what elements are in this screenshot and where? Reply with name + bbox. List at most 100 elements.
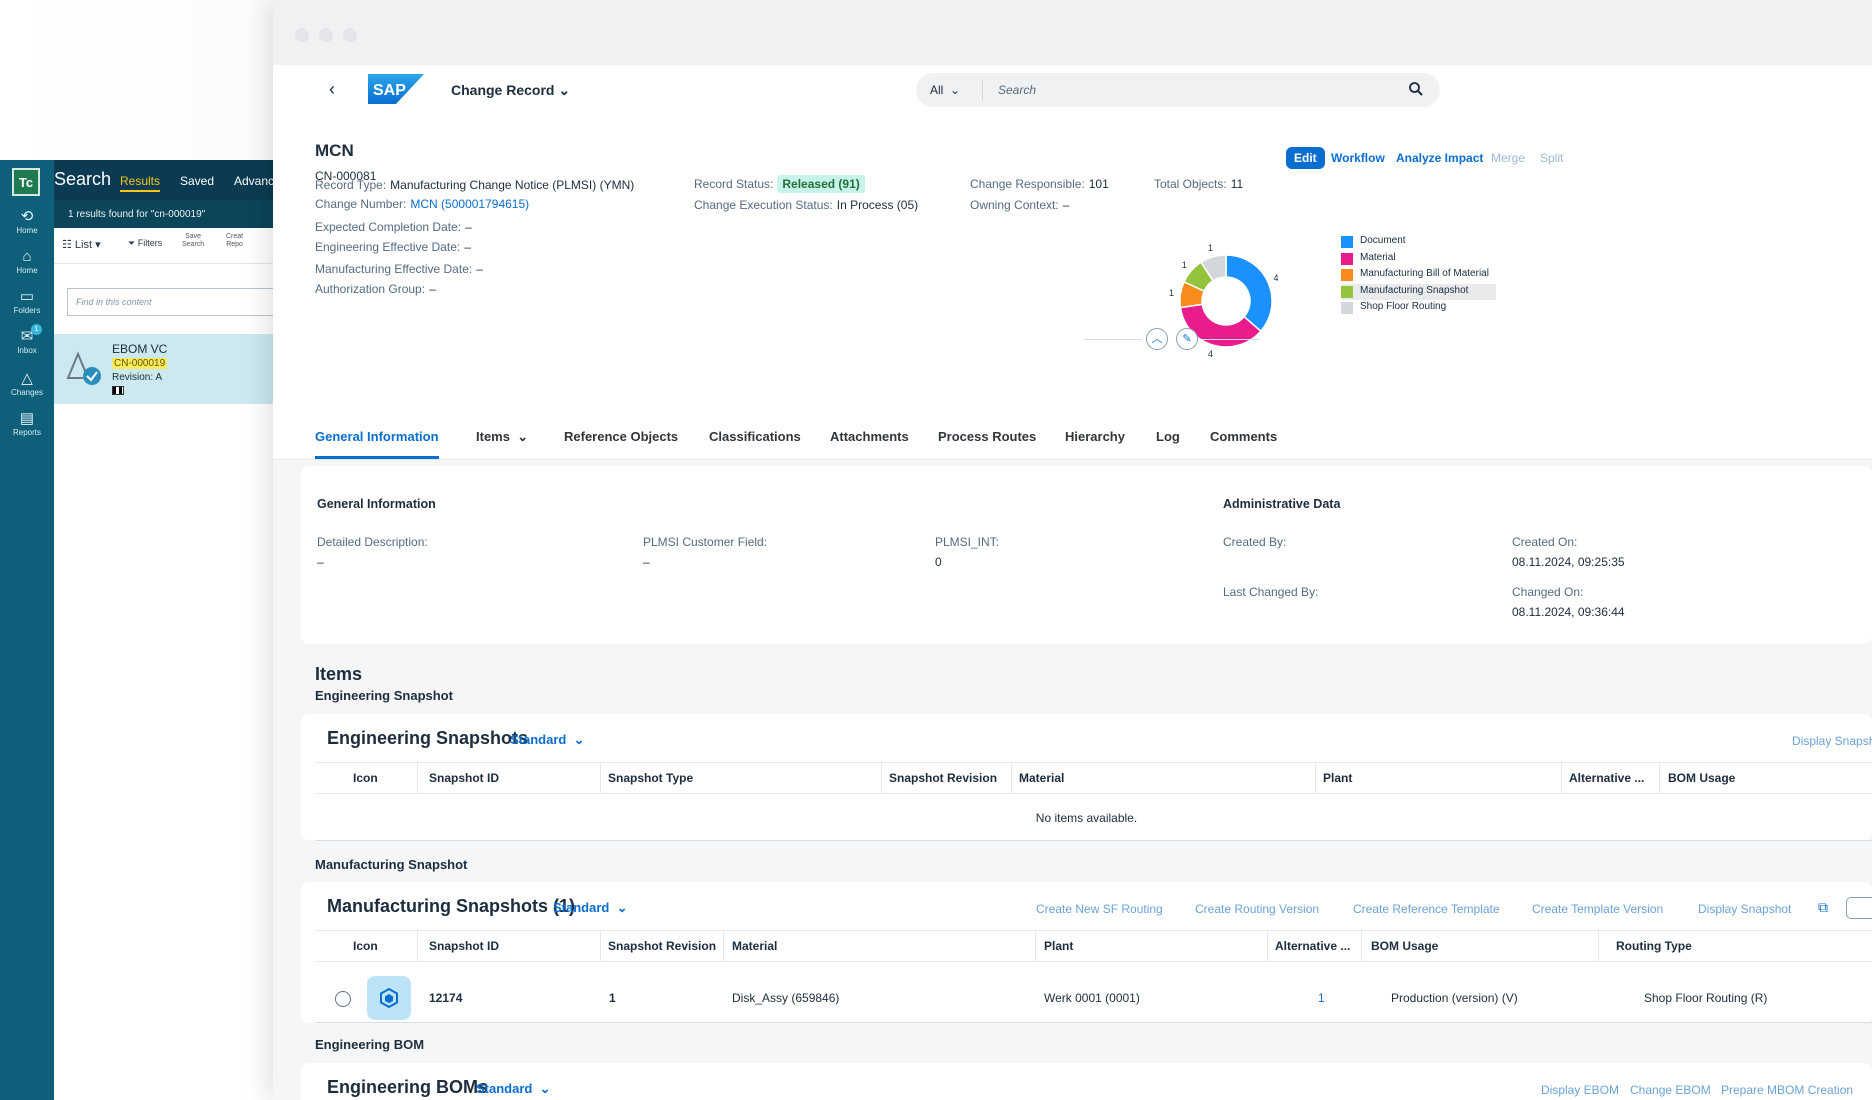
display-snapshot-button[interactable]: Display Snapshot (1698, 902, 1792, 916)
window-minimize-dot[interactable] (319, 28, 333, 42)
filters-button[interactable]: ⏷ Filters (128, 238, 163, 248)
collapse-header-button[interactable]: ︿ (1146, 328, 1168, 350)
save-search-button[interactable]: Save Search (182, 233, 205, 248)
global-search[interactable]: All ⌄ Search (916, 73, 1440, 107)
legend-item[interactable]: Manufacturing Bill of Material (1341, 267, 1496, 284)
legend-item[interactable]: Document (1341, 234, 1496, 251)
find-in-content-input[interactable]: Find in this content (67, 288, 297, 316)
teamcenter-window: Tc ⟲ Home ⌂ Home ▭ Folders ✉ 1 Inbox △ Changes… (0, 160, 297, 1100)
rail-reports[interactable]: ▤ Reports (0, 410, 54, 437)
prepare-mbom-creation-button[interactable]: Prepare MBOM Creation (1721, 1083, 1854, 1097)
donut-data-label: 4 (1274, 273, 1279, 283)
column-header[interactable]: Plant (1044, 939, 1074, 953)
copy-icon[interactable]: ⧉ (1818, 899, 1828, 915)
column-header[interactable]: Snapshot Revision (608, 939, 717, 953)
object-distribution-donut-chart[interactable]: 4 4 1 1 1 (1161, 243, 1291, 363)
window-close-dot[interactable] (295, 28, 309, 42)
bom-usage-cell: Production (version) (V) (1391, 991, 1518, 1005)
tab-advanced[interactable]: Advanc (234, 174, 275, 188)
owning-context: Owning Context: – (970, 198, 1070, 212)
rail-home[interactable]: ⌂ Home (0, 248, 54, 275)
chevron-left-icon[interactable]: ‹ (329, 79, 335, 99)
change-ebom-button[interactable]: Change EBOM (1630, 1083, 1711, 1097)
search-input[interactable]: Search (998, 83, 1037, 97)
created-on-label: Created On: (1512, 535, 1578, 549)
manufacturing-snapshots-card: Manufacturing Snapshots (1) Standard ⌄ C… (301, 882, 1872, 1023)
workflow-button[interactable]: Workflow (1331, 151, 1385, 165)
tab-items[interactable]: Items ⌄ (476, 429, 529, 444)
display-ebom-button[interactable]: Display EBOM (1541, 1083, 1620, 1097)
tab-reference-objects[interactable]: Reference Objects (564, 429, 679, 444)
column-header[interactable]: Icon (353, 939, 378, 953)
column-header[interactable]: Alternative ... (1275, 939, 1351, 953)
inbox-badge: 1 (31, 324, 42, 335)
settings-button[interactable] (1846, 897, 1872, 919)
search-scope-select[interactable]: All ⌄ (930, 83, 961, 97)
tab-general-information[interactable]: General Information (315, 429, 439, 459)
rail-folders[interactable]: ▭ Folders (0, 288, 54, 315)
variant-select[interactable]: Standard ⌄ (510, 732, 585, 747)
tab-log[interactable]: Log (1156, 429, 1180, 444)
create-template-version-button[interactable]: Create Template Version (1532, 902, 1664, 916)
section-tabs: General Information Items ⌄ Reference Ob… (273, 415, 1872, 460)
edit-button[interactable]: Edit (1286, 147, 1325, 169)
rail-home-history[interactable]: ⟲ Home (0, 208, 54, 235)
column-header[interactable]: Snapshot Revision (889, 771, 998, 785)
legend-item[interactable]: Manufacturing Snapshot (1341, 283, 1496, 300)
tab-hierarchy[interactable]: Hierarchy (1065, 429, 1125, 444)
engineering-snapshot-heading: Engineering Snapshot (315, 688, 453, 703)
create-reference-template-button[interactable]: Create Reference Template (1353, 902, 1500, 916)
alternative-link[interactable]: 1 (1318, 991, 1325, 1005)
donut-slice-document[interactable] (1225, 254, 1273, 333)
column-divider (600, 931, 601, 962)
column-header[interactable]: BOM Usage (1668, 771, 1736, 785)
tab-saved[interactable]: Saved (180, 174, 215, 188)
column-header[interactable]: Plant (1323, 771, 1353, 785)
tab-process-routes[interactable]: Process Routes (938, 429, 1037, 444)
column-header[interactable]: Alternative ... (1569, 771, 1645, 785)
search-result-card[interactable]: EBOM VC CN-000019 Revision: A (54, 334, 290, 404)
variant-select[interactable]: Standard ⌄ (476, 1081, 551, 1096)
rail-inbox[interactable]: ✉ 1 Inbox (0, 324, 54, 355)
column-header[interactable]: Material (1019, 771, 1065, 785)
tab-classifications[interactable]: Classifications (709, 429, 801, 444)
snapshot-hexagon-icon (380, 987, 398, 1009)
column-header[interactable]: Icon (353, 771, 378, 785)
pin-header-button[interactable]: ✎ (1176, 328, 1198, 350)
tab-results[interactable]: Results (120, 174, 161, 192)
create-report-button[interactable]: Creat Repo (226, 233, 244, 248)
manufacturing-snapshots-title: Manufacturing Snapshots (1) (327, 896, 576, 916)
row-select-radio[interactable] (335, 991, 351, 1007)
legend-item[interactable]: Shop Floor Routing (1341, 300, 1496, 317)
column-header[interactable]: Routing Type (1616, 939, 1692, 953)
merge-button[interactable]: Merge (1491, 151, 1526, 165)
list-view-button[interactable]: ☷ List ▾ (62, 239, 101, 251)
column-header[interactable]: Material (732, 939, 778, 953)
create-new-sf-routing-button[interactable]: Create New SF Routing (1036, 902, 1163, 916)
display-snapshot-button[interactable]: Display Snapshot (1792, 734, 1872, 748)
donut-slice-material[interactable] (1179, 303, 1262, 348)
window-maximize-dot[interactable] (343, 28, 357, 42)
change-number-link[interactable]: MCN (500001794615) (410, 197, 530, 211)
column-header[interactable]: Snapshot ID (429, 939, 500, 953)
shell-bar: ‹ SAP Change Record ⌄ All ⌄ Search (273, 65, 1872, 115)
object-header: MCN CN-000081 Edit Workflow Analyze Impa… (273, 115, 1872, 460)
legend-item[interactable]: Material (1341, 251, 1496, 268)
search-icon[interactable] (1408, 81, 1424, 97)
column-header[interactable]: BOM Usage (1371, 939, 1439, 953)
tab-comments[interactable]: Comments (1210, 429, 1278, 444)
donut-slice-shop-floor-routing[interactable] (1200, 254, 1227, 282)
split-button[interactable]: Split (1540, 151, 1564, 165)
column-header[interactable]: Snapshot ID (429, 771, 500, 785)
rail-changes[interactable]: △ Changes (0, 370, 54, 397)
app-title-menu[interactable]: Change Record ⌄ (451, 82, 571, 98)
column-header[interactable]: Snapshot Type (608, 771, 694, 785)
create-routing-version-button[interactable]: Create Routing Version (1195, 902, 1320, 916)
plant-cell: Werk 0001 (0001) (1044, 991, 1140, 1005)
engineering-snapshots-card: Engineering Snapshots Standard ⌄ Display… (301, 714, 1872, 841)
tab-attachments[interactable]: Attachments (830, 429, 909, 444)
variant-select[interactable]: Standard ⌄ (553, 900, 628, 915)
column-divider (723, 931, 724, 962)
teamcenter-logo: Tc (12, 168, 40, 196)
analyze-impact-button[interactable]: Analyze Impact (1396, 151, 1484, 165)
